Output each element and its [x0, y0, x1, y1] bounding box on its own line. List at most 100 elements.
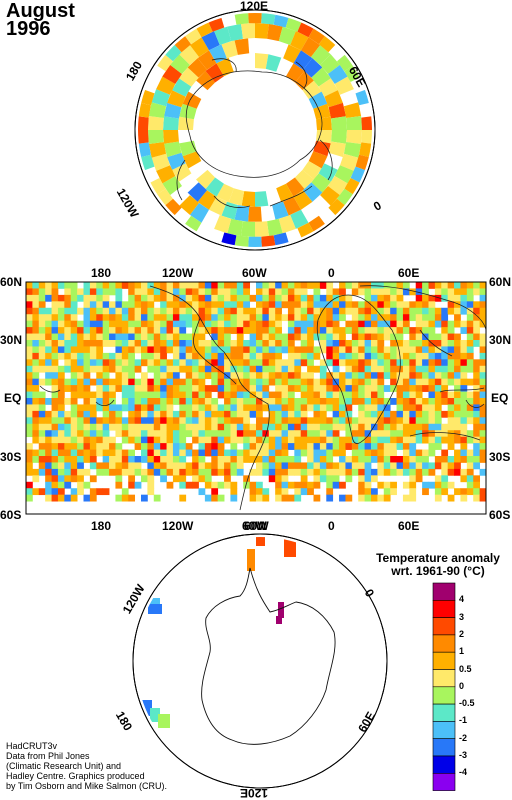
anomaly-cell	[249, 352, 257, 360]
anomaly-cell	[102, 340, 110, 347]
polar-anomaly-cell	[361, 130, 372, 145]
anomaly-cell	[77, 443, 84, 450]
anomaly-cell	[115, 301, 123, 309]
anomaly-cell	[153, 443, 161, 450]
anomaly-cell	[141, 288, 148, 296]
polar-anomaly-cell	[247, 13, 263, 24]
anomaly-cell	[326, 372, 334, 380]
anomaly-cell	[319, 456, 327, 463]
anomaly-cell	[262, 340, 270, 347]
anomaly-cell	[294, 423, 302, 431]
anomaly-cell	[77, 288, 84, 296]
polar-anomaly-cell	[247, 549, 255, 571]
anomaly-cell	[26, 423, 33, 431]
anomaly-cell	[45, 410, 52, 418]
anomaly-cell	[326, 423, 334, 431]
anomaly-cell	[38, 404, 46, 412]
anomaly-cell	[166, 417, 174, 425]
anomaly-cell	[326, 282, 334, 289]
anomaly-cell	[77, 320, 84, 328]
anomaly-cell	[281, 443, 289, 450]
anomaly-cell	[339, 423, 346, 431]
anomaly-cell	[409, 333, 417, 341]
anomaly-cell	[64, 378, 72, 386]
anomaly-cell	[38, 378, 46, 386]
anomaly-cell	[371, 410, 378, 418]
anomaly-cell	[390, 359, 397, 367]
anomaly-cell	[466, 417, 474, 425]
anomaly-cell	[428, 385, 436, 392]
anomaly-cell	[473, 462, 481, 470]
anomaly-cell	[383, 456, 391, 463]
anomaly-cell	[38, 333, 46, 341]
anomaly-cell	[160, 301, 167, 309]
anomaly-cell	[447, 456, 455, 463]
anomaly-cell	[166, 340, 174, 347]
anomaly-cell	[115, 404, 123, 412]
anomaly-cell	[402, 352, 410, 360]
anomaly-cell	[466, 410, 474, 418]
anomaly-cell	[447, 301, 455, 309]
anomaly-cell	[166, 481, 174, 489]
anomaly-cell	[428, 352, 436, 360]
anomaly-cell	[77, 378, 84, 386]
anomaly-cell	[166, 333, 174, 341]
anomaly-cell	[141, 423, 148, 431]
anomaly-cell	[460, 372, 468, 380]
anomaly-cell	[211, 282, 219, 289]
polar-anomaly-cell	[162, 64, 182, 84]
anomaly-cell	[230, 307, 238, 315]
anomaly-cell	[115, 352, 123, 360]
anomaly-cell	[428, 365, 436, 373]
anomaly-cell	[198, 449, 206, 457]
legend-swatch	[432, 703, 456, 722]
anomaly-cell	[160, 404, 167, 412]
anomaly-cell	[236, 333, 244, 341]
anomaly-cell	[128, 385, 136, 392]
anomaly-cell	[128, 449, 136, 457]
anomaly-cell	[466, 391, 474, 399]
anomaly-cell	[26, 385, 33, 392]
anomaly-cell	[307, 462, 314, 470]
anomaly-cell	[109, 359, 116, 367]
anomaly-cell	[70, 449, 78, 457]
anomaly-cell	[422, 436, 429, 444]
anomaly-cell	[109, 340, 116, 347]
polar-anomaly-cell	[148, 116, 164, 130]
anomaly-cell	[256, 307, 263, 315]
anomaly-cell	[434, 320, 442, 328]
anomaly-cell	[243, 385, 251, 392]
anomaly-cell	[345, 462, 353, 470]
anomaly-cell	[179, 468, 187, 476]
anomaly-cell	[479, 404, 486, 412]
anomaly-cell	[89, 404, 97, 412]
anomaly-cell	[275, 365, 282, 373]
polar-anomaly-cell	[138, 115, 149, 130]
anomaly-cell	[402, 307, 410, 315]
anomaly-cell	[89, 327, 97, 334]
anomaly-cell	[434, 288, 442, 296]
anomaly-cell	[479, 417, 486, 425]
anomaly-cell	[102, 320, 110, 328]
anomaly-cell	[460, 288, 468, 296]
anomaly-cell	[38, 365, 46, 373]
anomaly-cell	[211, 410, 219, 418]
anomaly-cell	[351, 346, 359, 354]
anomaly-cell	[179, 398, 187, 405]
anomaly-cell	[428, 307, 436, 315]
anomaly-cell	[160, 468, 167, 476]
anomaly-cell	[473, 494, 481, 502]
anomaly-cell	[57, 417, 65, 425]
anomaly-cell	[307, 359, 314, 367]
anomaly-cell	[383, 494, 391, 502]
anomaly-cell	[262, 378, 270, 386]
anomaly-cell	[313, 288, 321, 296]
anomaly-cell	[172, 436, 180, 444]
anomaly-cell	[262, 417, 270, 425]
anomaly-cell	[204, 365, 212, 373]
anomaly-cell	[166, 436, 174, 444]
anomaly-cell	[434, 462, 442, 470]
anomaly-cell	[262, 404, 270, 412]
anomaly-cell	[179, 314, 187, 322]
polar-anomaly-cell	[328, 176, 348, 196]
